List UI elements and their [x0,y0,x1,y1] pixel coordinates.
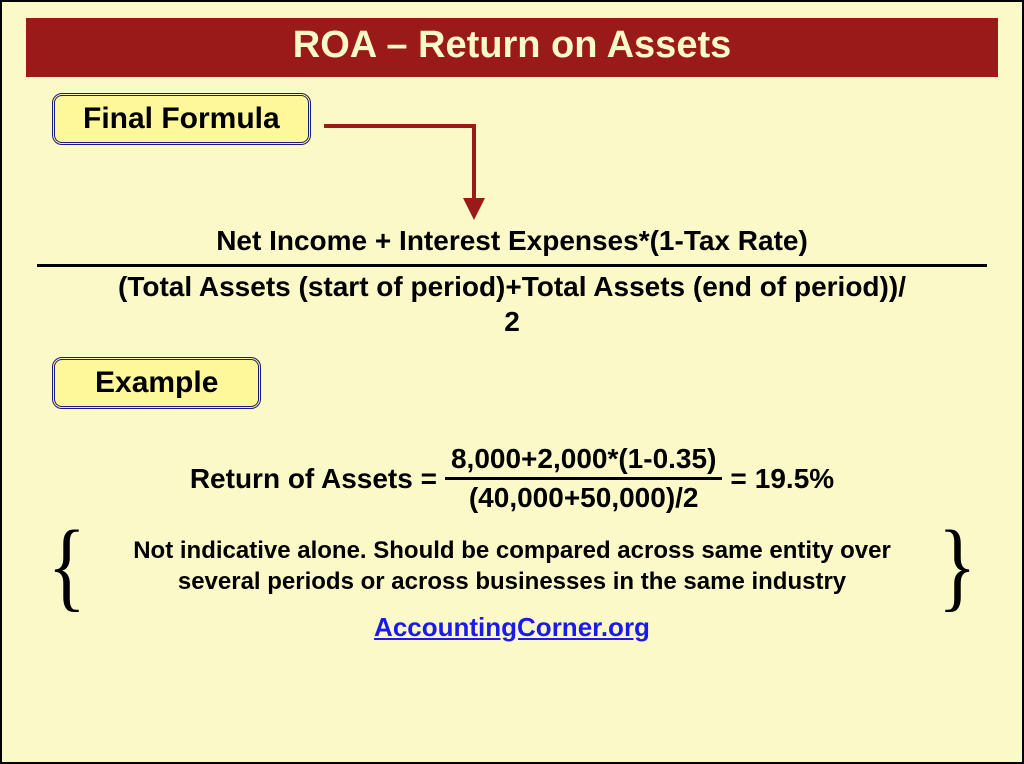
formula-denominator: (Total Assets (start of period)+Total As… [24,269,1000,339]
left-brace-icon: { [48,526,86,606]
fraction-bar [37,264,987,267]
formula-denominator-line1: (Total Assets (start of period)+Total As… [118,271,906,302]
page-title: ROA – Return on Assets [24,16,1000,79]
example-result: 19.5% [755,463,834,495]
footer: AccountingCorner.org [24,612,1000,643]
formula-denominator-line2: 2 [504,306,520,337]
source-link[interactable]: AccountingCorner.org [374,612,650,642]
example-fraction-bar [445,477,722,480]
formula-fraction: Net Income + Interest Expenses*(1-Tax Ra… [24,223,1000,339]
note-wrap: { Not indicative alone. Should be compar… [24,534,1000,598]
equals-sign: = [730,463,746,495]
note-text: Not indicative alone. Should be compared… [92,535,932,597]
right-brace-icon: } [938,526,976,606]
example-denominator: (40,000+50,000)/2 [463,482,705,514]
example-equation: Return of Assets = 8,000+2,000*(1-0.35) … [24,443,1000,514]
formula-numerator: Net Income + Interest Expenses*(1-Tax Ra… [24,223,1000,258]
example-lhs: Return of Assets = [190,463,437,495]
slide: ROA – Return on Assets Final Formula Net… [0,0,1024,764]
example-numerator: 8,000+2,000*(1-0.35) [445,443,722,475]
callout-example: Example [52,357,261,409]
arrow-icon [324,106,534,226]
callout-final-formula: Final Formula [52,93,311,145]
example-fraction: 8,000+2,000*(1-0.35) (40,000+50,000)/2 [445,443,722,514]
